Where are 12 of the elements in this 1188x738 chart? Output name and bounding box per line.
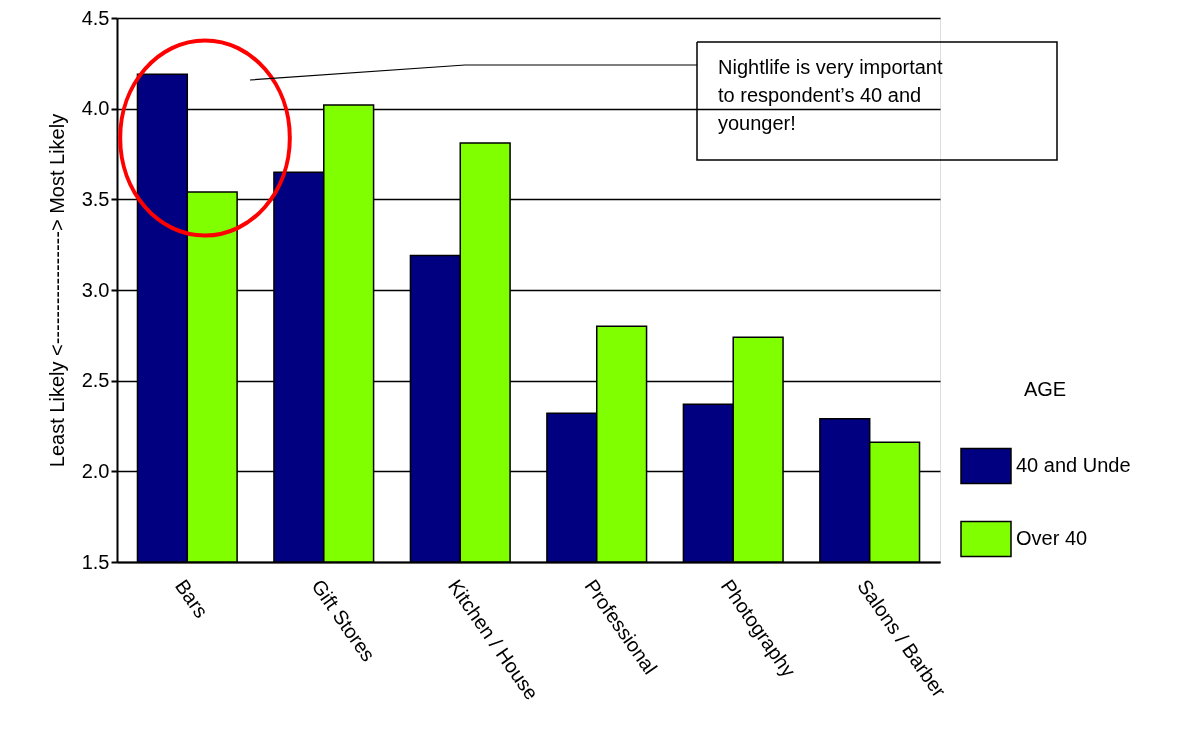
legend-label: 40 and Unde: [1016, 454, 1131, 476]
legend-label: Over 40: [1016, 527, 1088, 549]
y-tick-label: 2.5: [81, 369, 110, 392]
y-tick-label: 1.5: [81, 550, 110, 573]
y-tick-label: 2.0: [81, 459, 110, 482]
y-tick-label: 3.0: [81, 278, 110, 301]
y-axis-title: Least Likely <-----------------> Most Likely: [45, 113, 68, 468]
annotation: Nightlife is very important to respondent’s 40 and younger!: [718, 56, 943, 134]
y-tick-label: 3.5: [81, 187, 110, 210]
y-tick-label: 4.5: [81, 6, 110, 29]
legend-title: AGE: [1023, 378, 1067, 400]
y-tick-label: 4.0: [81, 97, 110, 120]
